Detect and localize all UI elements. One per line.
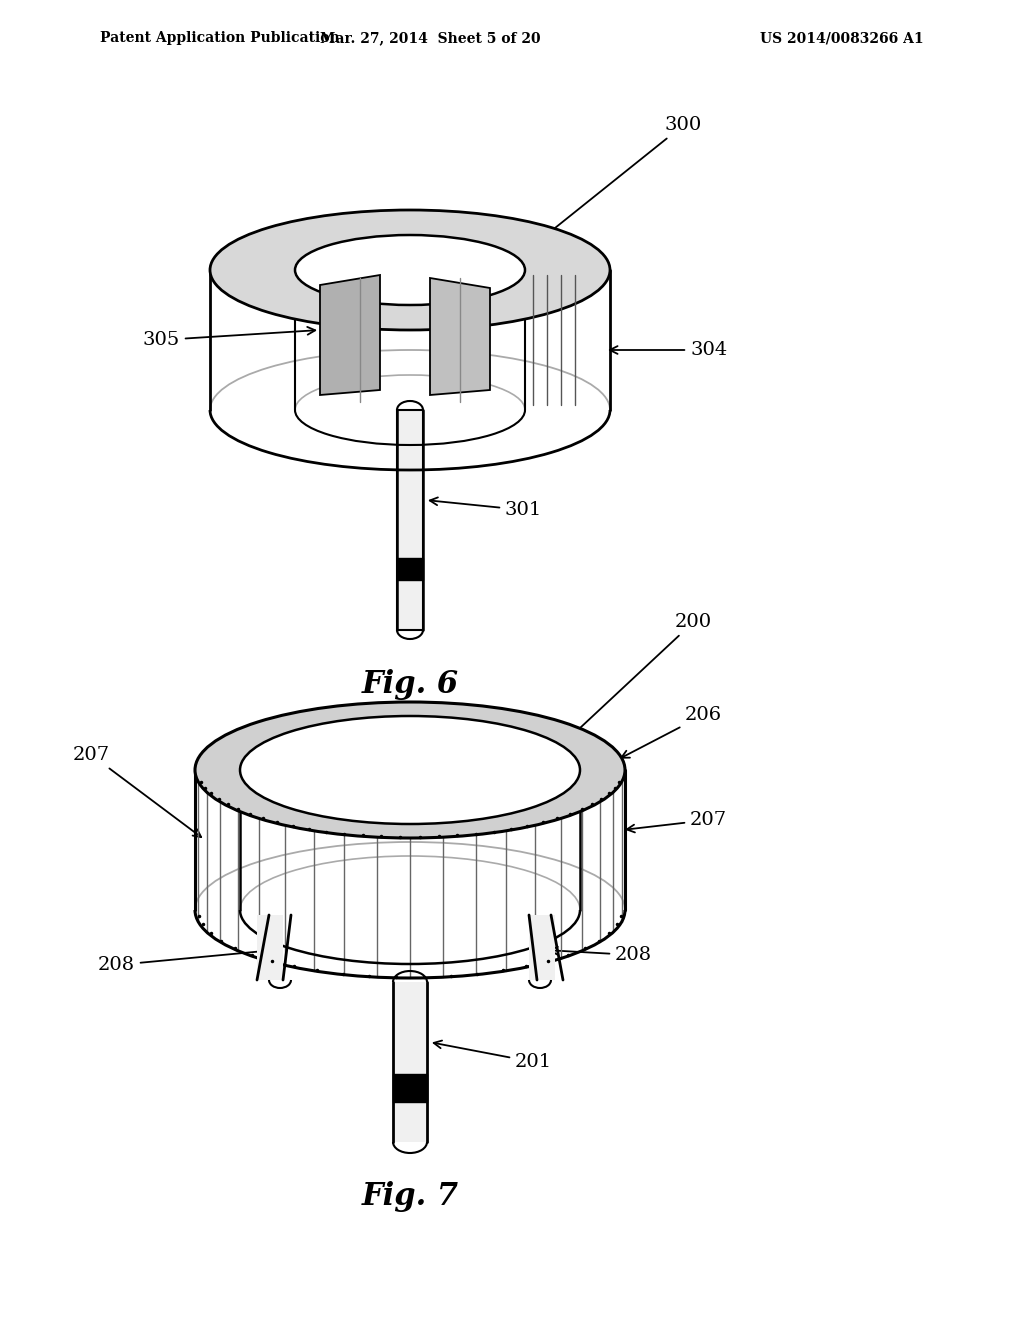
Text: Patent Application Publication: Patent Application Publication [100,30,340,45]
Ellipse shape [295,235,525,305]
Polygon shape [430,279,490,395]
Bar [397,558,423,579]
Text: 207: 207 [73,746,201,837]
Text: 206: 206 [622,706,722,758]
Ellipse shape [195,702,625,838]
Bar [393,982,427,1142]
Bar [529,915,555,979]
Ellipse shape [240,715,580,824]
Ellipse shape [210,210,610,330]
Text: Fig. 6: Fig. 6 [361,669,459,701]
Text: 201: 201 [434,1040,552,1071]
Bar [397,411,423,630]
Text: 301: 301 [430,498,543,519]
Text: US 2014/0083266 A1: US 2014/0083266 A1 [760,30,924,45]
Text: Mar. 27, 2014  Sheet 5 of 20: Mar. 27, 2014 Sheet 5 of 20 [319,30,541,45]
Text: 300: 300 [544,116,702,238]
Polygon shape [319,275,380,395]
Text: 305: 305 [142,327,315,348]
Text: Fig. 7: Fig. 7 [361,1181,459,1213]
Text: 208: 208 [550,946,652,964]
Text: 208: 208 [98,948,270,974]
Text: 304: 304 [610,341,727,359]
Text: 207: 207 [627,810,727,833]
Bar [393,1074,427,1102]
Bar [257,915,283,979]
Text: 200: 200 [568,612,712,739]
